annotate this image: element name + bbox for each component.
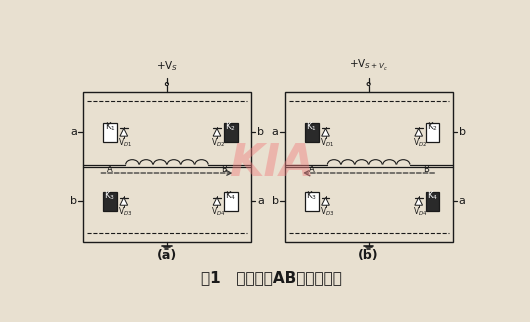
Polygon shape — [322, 197, 329, 205]
Text: b: b — [257, 127, 264, 137]
Text: (a): (a) — [157, 249, 177, 262]
Bar — [305, 192, 319, 211]
Text: b: b — [459, 127, 466, 137]
Text: KIA: KIA — [229, 142, 314, 185]
Polygon shape — [322, 128, 329, 136]
Text: V$_{D2}$: V$_{D2}$ — [413, 136, 427, 148]
Text: V$_{D4}$: V$_{D4}$ — [413, 205, 428, 218]
Bar — [103, 123, 117, 142]
Text: K$_4$: K$_4$ — [225, 190, 236, 202]
Text: +V$_S$: +V$_S$ — [156, 60, 178, 73]
Text: K$_2$: K$_2$ — [427, 121, 438, 133]
Text: a: a — [272, 127, 279, 137]
Polygon shape — [415, 197, 422, 205]
Text: +V$_{S+V_c}$: +V$_{S+V_c}$ — [349, 58, 388, 73]
Polygon shape — [120, 197, 128, 205]
Bar — [285, 92, 453, 242]
Text: K$_2$: K$_2$ — [225, 121, 236, 133]
Text: K$_3$: K$_3$ — [306, 190, 317, 202]
Polygon shape — [120, 128, 128, 136]
Text: V$_{D3}$: V$_{D3}$ — [118, 205, 132, 218]
Text: b: b — [70, 196, 77, 206]
Text: A: A — [107, 165, 113, 174]
Text: B: B — [221, 165, 227, 174]
Text: a: a — [70, 127, 77, 137]
Bar — [224, 192, 238, 211]
Polygon shape — [213, 197, 221, 205]
Text: V$_{D4}$: V$_{D4}$ — [211, 205, 226, 218]
Bar — [103, 192, 117, 211]
Text: K$_3$: K$_3$ — [104, 190, 116, 202]
Text: V$_{D1}$: V$_{D1}$ — [320, 136, 334, 148]
Text: V$_{D2}$: V$_{D2}$ — [211, 136, 226, 148]
Text: (b): (b) — [358, 249, 379, 262]
Text: a: a — [459, 196, 466, 206]
Text: V$_{D1}$: V$_{D1}$ — [118, 136, 132, 148]
Bar — [83, 92, 251, 242]
Bar — [426, 123, 439, 142]
Text: K$_1$: K$_1$ — [104, 121, 116, 133]
Bar — [224, 123, 238, 142]
Polygon shape — [213, 128, 221, 136]
Text: K$_1$: K$_1$ — [306, 121, 317, 133]
Polygon shape — [415, 128, 422, 136]
Bar — [426, 192, 439, 211]
Text: a: a — [257, 196, 264, 206]
Text: B: B — [423, 165, 429, 174]
Text: A: A — [309, 165, 314, 174]
Text: 图1   电机绕组AB的电流方向: 图1 电机绕组AB的电流方向 — [201, 270, 342, 285]
Text: K$_4$: K$_4$ — [427, 190, 438, 202]
Text: V$_{D3}$: V$_{D3}$ — [320, 205, 334, 218]
Text: b: b — [271, 196, 279, 206]
Bar — [305, 123, 319, 142]
